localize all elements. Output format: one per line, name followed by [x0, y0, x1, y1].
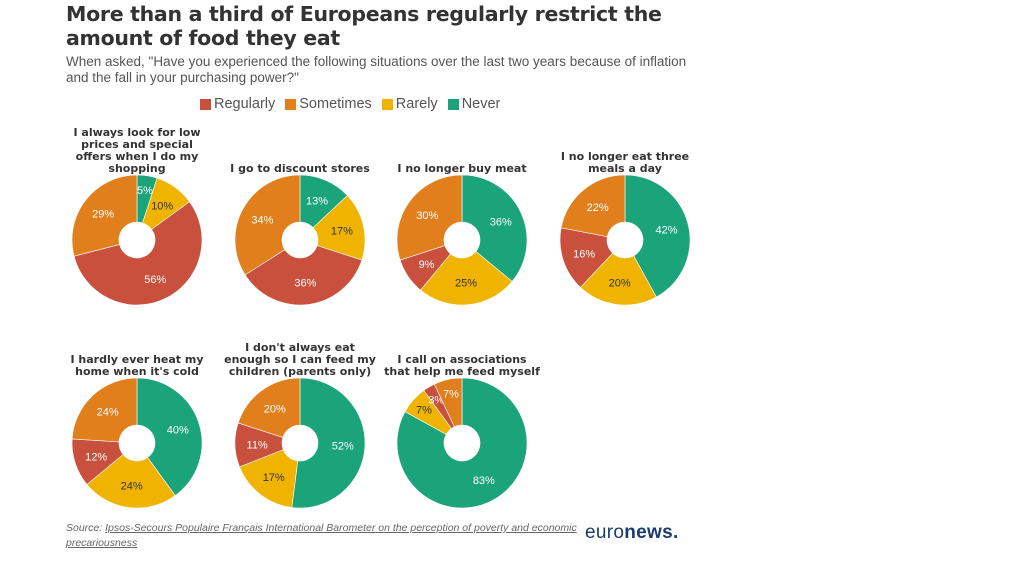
slice-label-never: 40%	[167, 425, 189, 437]
donut-title: I hardly ever heat my home when it's cold	[70, 353, 203, 378]
donut-chart: I hardly ever heat my home when it's cold…	[70, 353, 204, 509]
legend-swatch	[381, 98, 393, 110]
source-note: Source: Ipsos-Secours Populaire Français…	[66, 521, 586, 551]
legend: Regularly Sometimes Rarely Never	[200, 96, 500, 112]
donut-title: I go to discount stores	[230, 162, 370, 175]
legend-label: Regularly	[214, 96, 276, 112]
slice-rarely[interactable]	[580, 252, 657, 306]
slice-sometimes[interactable]	[237, 377, 301, 438]
slice-label-regularly: 12%	[85, 451, 107, 463]
legend-item-never[interactable]: Never	[447, 96, 501, 112]
slice-label-rarely: 10%	[151, 200, 173, 212]
slice-label-rarely: 7%	[416, 404, 432, 416]
slice-sometimes[interactable]	[433, 377, 463, 428]
donut-chart: I go to discount stores 13% 17% 36% 34%	[230, 162, 370, 306]
slice-label-sometimes: 20%	[264, 403, 286, 415]
slice-label-regularly: 56%	[144, 274, 166, 286]
donut-title: I don't always eat enough so I can feed m…	[224, 341, 376, 378]
donut-chart: I no longer buy meat 36% 25% 9% 30%	[396, 162, 528, 306]
donut-title: I no longer eat three meals a day	[561, 150, 689, 175]
donut-title: I call on associations that help me feed …	[384, 353, 540, 378]
slice-label-never: 5%	[137, 185, 153, 197]
slice-sometimes[interactable]	[396, 174, 463, 261]
slice-rarely[interactable]	[420, 251, 513, 306]
euronews-logo: euronews.	[585, 522, 679, 544]
slice-label-sometimes: 22%	[587, 202, 609, 214]
slice-regularly[interactable]	[244, 245, 363, 306]
slice-rarely[interactable]	[86, 454, 176, 509]
slice-label-regularly: 36%	[294, 278, 316, 290]
slice-never[interactable]	[461, 174, 528, 282]
source-link[interactable]: Ipsos-Secours Populaire Français Interna…	[66, 522, 577, 549]
slice-sometimes[interactable]	[234, 174, 301, 276]
legend-swatch	[200, 98, 211, 110]
slice-label-sometimes: 34%	[251, 214, 273, 226]
chart-title: More than a third of Europeans regularly…	[66, 2, 662, 50]
slice-label-never: 42%	[656, 224, 678, 236]
source-prefix: Source:	[66, 522, 106, 534]
logo-text-bold: news.	[624, 522, 679, 543]
legend-label: Never	[461, 96, 501, 112]
slice-label-rarely: 20%	[609, 278, 631, 290]
chart-subtitle: When asked, "Have you experienced the fo…	[66, 54, 687, 85]
logo-text-light: euro	[585, 522, 625, 543]
slice-label-sometimes: 24%	[97, 407, 119, 419]
slice-sometimes[interactable]	[560, 174, 626, 237]
slice-label-sometimes: 30%	[416, 210, 438, 222]
slice-never[interactable]	[624, 174, 691, 298]
slice-label-never: 36%	[490, 217, 512, 229]
legend-item-rarely[interactable]: Rarely	[381, 96, 438, 112]
slice-label-rarely: 17%	[331, 226, 353, 238]
slice-label-never: 52%	[332, 441, 354, 453]
slice-label-never: 13%	[306, 196, 328, 208]
slice-regularly[interactable]	[73, 201, 203, 306]
slice-sometimes[interactable]	[71, 377, 138, 443]
slice-label-rarely: 25%	[455, 278, 477, 290]
slice-label-rarely: 17%	[263, 472, 285, 484]
slice-sometimes[interactable]	[71, 174, 138, 257]
slice-never[interactable]	[396, 377, 528, 509]
legend-label: Sometimes	[299, 96, 372, 112]
donut-title: I always look for low prices and special o…	[73, 126, 200, 175]
donut-chart: I always look for low prices and special o…	[71, 126, 203, 306]
slice-label-regularly: 16%	[573, 248, 595, 260]
slice-label-never: 83%	[473, 475, 495, 487]
donut-chart: I don't always eat enough so I can feed m…	[224, 341, 376, 509]
slice-rarely[interactable]	[312, 195, 366, 261]
donut-title: I no longer buy meat	[397, 162, 526, 175]
slice-label-sometimes: 7%	[443, 389, 459, 401]
slice-never[interactable]	[291, 377, 366, 509]
slice-rarely[interactable]	[239, 449, 299, 508]
slice-label-rarely: 24%	[121, 481, 143, 493]
slice-label-regularly: 9%	[419, 259, 435, 271]
donut-chart: I no longer eat three meals a day 42% 20% 16…	[559, 150, 691, 306]
slice-never[interactable]	[136, 377, 203, 497]
donut-chart: I call on associations that help me feed …	[384, 353, 540, 509]
slice-label-sometimes: 29%	[92, 209, 114, 221]
legend-item-regularly[interactable]: Regularly	[200, 96, 275, 112]
legend-label: Rarely	[395, 96, 438, 112]
slice-label-regularly: 11%	[247, 439, 268, 451]
legend-swatch	[447, 98, 459, 110]
legend-swatch	[285, 98, 297, 110]
legend-item-sometimes[interactable]: Sometimes	[285, 96, 372, 112]
